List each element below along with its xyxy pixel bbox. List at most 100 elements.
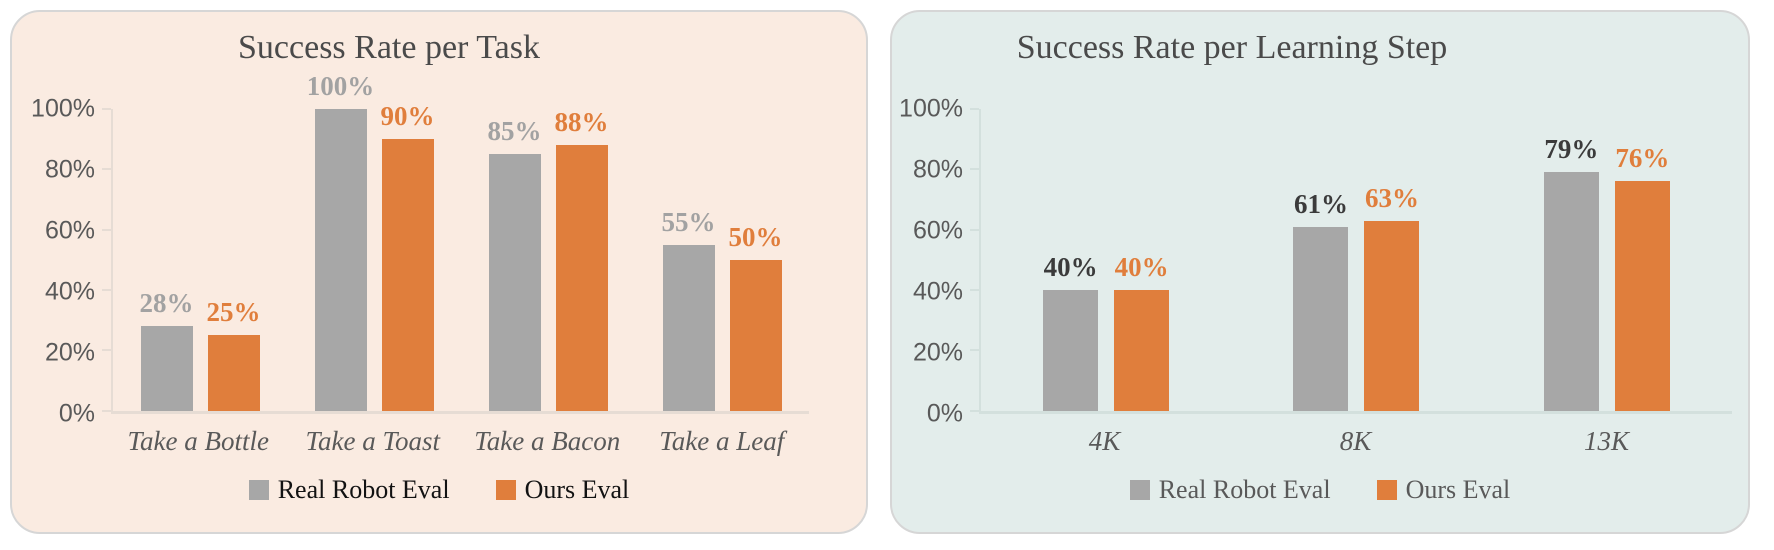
bar-group-take-a-bottle: 28% 25% (113, 109, 287, 411)
bar-group-take-a-bacon: 85% 88% (461, 107, 635, 411)
legend: Real Robot Eval Ours Eval (12, 475, 866, 505)
value-label-real-robot-eval-8k: 61% (1293, 188, 1348, 219)
value-label-ours-eval-take-a-leaf: 50% (728, 221, 783, 252)
bar-ours-eval-4k (1114, 290, 1170, 411)
x-axis-label-8k: 8K (1339, 425, 1372, 456)
y-axis-tick (970, 168, 979, 171)
y-axis-tick (970, 288, 979, 291)
value-label-ours-eval-8k: 63% (1364, 182, 1419, 213)
bar-ours-eval-take-a-leaf (729, 259, 782, 411)
bar-slot: 63% (1364, 109, 1420, 411)
value-label-real-robot-eval-13k: 79% (1544, 134, 1599, 165)
bar-group-take-a-toast: 100% 90% (287, 71, 461, 411)
y-axis-tick (102, 228, 111, 231)
bar-ours-eval-8k (1364, 220, 1420, 411)
x-axis-label-take-a-toast: Take a Toast (305, 425, 441, 456)
x-axis-label-13k: 13K (1583, 425, 1629, 456)
y-axis-tick (970, 107, 979, 110)
bar-slot: 25% (206, 109, 261, 411)
y-axis-tick (970, 228, 979, 231)
y-axis-tick-label: 100% (899, 94, 963, 123)
bar-real-robot-eval-take-a-leaf (662, 244, 715, 411)
bar-ours-eval-take-a-bacon (555, 145, 608, 411)
legend-label: Real Robot Eval (277, 474, 450, 504)
chart-title: Success Rate per Task (238, 29, 540, 66)
value-label-real-robot-eval-take-a-toast: 100% (306, 70, 375, 101)
y-axis-tick (102, 288, 111, 291)
legend-item-ours-eval: Ours Eval (495, 474, 630, 505)
bar-slot: 90% (381, 101, 435, 411)
y-axis-tick-label: 60% (912, 216, 963, 245)
value-label-real-robot-eval-take-a-bacon: 85% (487, 116, 542, 147)
y-axis-tick (102, 107, 111, 110)
x-axis-label-take-a-leaf: Take a Leaf (659, 425, 785, 456)
value-label-real-robot-eval-4k: 40% (1043, 252, 1098, 282)
bar-slot: 28% (139, 109, 194, 411)
bar-real-robot-eval-8k (1293, 226, 1349, 411)
plot-area: 40% 40% 61% 63% 79% 76% (970, 107, 1732, 414)
y-axis-tick (102, 168, 111, 171)
y-axis-tick-label: 40% (44, 277, 95, 306)
chart-area: 28% 25% 100% 90% 85% 88% 55% 50% 0% 20% 40% 60% 80%… (31, 71, 809, 427)
plot-area: 28% 25% 100% 90% 85% 88% 55% 50% (102, 71, 809, 414)
bar-ours-eval-take-a-toast (381, 139, 434, 411)
y-axis-tick-label: 80% (44, 155, 95, 184)
y-axis-tick-label: 20% (44, 338, 95, 367)
bar-real-robot-eval-take-a-bacon (488, 154, 541, 411)
legend-swatch-icon (248, 479, 269, 500)
value-label-real-robot-eval-take-a-bottle: 28% (139, 288, 194, 319)
x-axis-label-4k: 4K (1088, 425, 1121, 456)
y-axis-tick-label: 100% (31, 94, 95, 123)
x-axis-label-take-a-bacon: Take a Bacon (474, 425, 621, 456)
legend-item-real-robot-eval: Real Robot Eval (248, 474, 450, 505)
bar-real-robot-eval-4k (1043, 290, 1099, 411)
y-axis-tick-label: 20% (912, 338, 963, 367)
bar-slot: 100% (307, 71, 374, 411)
bar-slot: 85% (487, 109, 542, 411)
legend-label: Real Robot Eval (1158, 474, 1331, 504)
bar-real-robot-eval-take-a-toast (314, 108, 367, 411)
bar-ours-eval-take-a-bottle (207, 335, 260, 411)
legend-swatch-icon (495, 479, 516, 500)
bar-slot: 61% (1293, 109, 1349, 411)
bar-slot: 40% (1114, 109, 1170, 411)
x-axis-label-take-a-bottle: Take a Bottle (127, 425, 270, 456)
y-axis-tick (970, 349, 979, 352)
chart-panel-success-rate-per-task: Success Rate per Task 28% 25% 100% 90% 85% 88… (10, 10, 868, 534)
legend: Real Robot Eval Ours Eval (892, 475, 1748, 505)
bar-slot: 50% (728, 109, 783, 411)
x-axis-labels: 4K 8K 13K (979, 426, 1732, 457)
bar-real-robot-eval-take-a-bottle (140, 326, 193, 411)
x-axis-labels: Take a Bottle Take a Toast Take a Bacon Tak… (111, 426, 809, 457)
value-label-ours-eval-13k: 76% (1615, 143, 1670, 174)
legend-swatch-icon (1376, 479, 1397, 500)
legend-label: Ours Eval (1405, 474, 1511, 504)
y-axis-tick (970, 409, 979, 412)
bar-slot: 88% (554, 107, 609, 411)
legend-item-ours-eval: Ours Eval (1376, 474, 1511, 505)
bar-group-4k: 40% 40% (981, 109, 1231, 411)
value-label-ours-eval-take-a-bottle: 25% (206, 297, 261, 328)
bar-slot: 76% (1614, 109, 1670, 411)
y-axis-tick-label: 0% (58, 399, 95, 428)
bar-ours-eval-13k (1614, 181, 1670, 411)
chart-title: Success Rate per Learning Step (1016, 29, 1448, 66)
y-axis-tick-label: 60% (44, 216, 95, 245)
y-axis-tick (102, 409, 111, 412)
page: Success Rate per Task 28% 25% 100% 90% 85% 88… (10, 10, 1750, 534)
chart-area: 40% 40% 61% 63% 79% 76% 0% 20% 40% 60% 80% 100% (899, 94, 1732, 427)
y-axis-tick-label: 80% (912, 155, 963, 184)
legend-label: Ours Eval (524, 474, 630, 504)
bar-groups: 40% 40% 61% 63% 79% 76% (981, 109, 1732, 411)
value-label-ours-eval-4k: 40% (1114, 252, 1169, 282)
y-axis-tick-label: 40% (912, 277, 963, 306)
legend-swatch-icon (1129, 479, 1150, 500)
bar-group-take-a-leaf: 55% 50% (635, 109, 809, 411)
bar-group-13k: 79% 76% (1482, 109, 1732, 411)
bar-slot: 55% (662, 109, 716, 411)
bar-slot: 79% (1543, 109, 1599, 411)
bar-group-8k: 61% 63% (1231, 109, 1481, 411)
chart-panel-success-rate-per-learning-step: Success Rate per Learning Step 40% 40% 61%… (890, 10, 1750, 534)
value-label-ours-eval-take-a-bacon: 88% (554, 107, 609, 138)
y-axis-tick-label: 0% (926, 399, 963, 428)
